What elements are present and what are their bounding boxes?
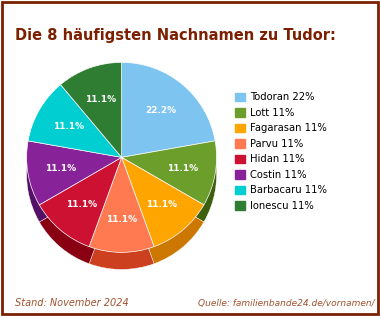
- Wedge shape: [122, 79, 215, 174]
- Wedge shape: [27, 158, 122, 222]
- Text: Stand: November 2024: Stand: November 2024: [15, 298, 129, 308]
- Wedge shape: [28, 102, 122, 174]
- Wedge shape: [28, 85, 122, 157]
- Text: 11.1%: 11.1%: [52, 122, 84, 131]
- Text: Die 8 häufigsten Nachnamen zu Tudor:: Die 8 häufigsten Nachnamen zu Tudor:: [15, 28, 336, 43]
- Wedge shape: [122, 141, 217, 205]
- Wedge shape: [122, 62, 215, 157]
- Wedge shape: [89, 157, 154, 252]
- Text: 11.1%: 11.1%: [66, 200, 98, 209]
- Text: 11.1%: 11.1%: [45, 164, 76, 173]
- Wedge shape: [89, 174, 154, 270]
- Wedge shape: [60, 62, 122, 157]
- Text: 11.1%: 11.1%: [146, 200, 177, 209]
- Wedge shape: [39, 174, 122, 264]
- Wedge shape: [122, 174, 204, 264]
- Wedge shape: [27, 141, 122, 205]
- Wedge shape: [39, 157, 122, 246]
- Wedge shape: [60, 79, 122, 174]
- Text: 22.2%: 22.2%: [146, 106, 177, 115]
- Text: 11.1%: 11.1%: [167, 164, 198, 173]
- Wedge shape: [122, 157, 204, 246]
- Wedge shape: [122, 158, 217, 222]
- Text: Quelle: familienbande24.de/vornamen/: Quelle: familienbande24.de/vornamen/: [198, 299, 374, 308]
- Text: 11.1%: 11.1%: [85, 95, 116, 104]
- Legend: Todoran 22%, Lott 11%, Fagarasan 11%, Parvu 11%, Hidan 11%, Costin 11%, Barbacar: Todoran 22%, Lott 11%, Fagarasan 11%, Pa…: [233, 90, 329, 213]
- Text: 11.1%: 11.1%: [106, 215, 137, 224]
